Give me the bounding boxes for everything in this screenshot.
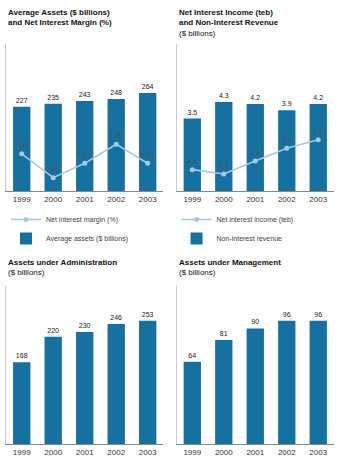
svg-text:1.95: 1.95 xyxy=(15,142,29,149)
svg-text:96: 96 xyxy=(314,311,322,318)
svg-text:Assets under Administration($: Assets under Administration($ billions) xyxy=(8,258,117,277)
svg-text:1.99: 1.99 xyxy=(109,132,123,139)
svg-text:4.2: 4.2 xyxy=(313,94,323,101)
svg-text:227: 227 xyxy=(16,97,28,104)
svg-text:90: 90 xyxy=(251,318,259,325)
svg-text:4.2: 4.2 xyxy=(250,94,260,101)
svg-text:Net Interest Income (teb)and N: Net Interest Income (teb)and Non-Interes… xyxy=(179,8,279,38)
svg-text:2001: 2001 xyxy=(246,448,264,457)
svg-text:2002: 2002 xyxy=(278,195,296,204)
svg-text:168: 168 xyxy=(16,352,28,359)
svg-text:96: 96 xyxy=(283,311,291,318)
svg-text:1.85: 1.85 xyxy=(46,166,60,173)
svg-text:2001: 2001 xyxy=(246,195,264,204)
svg-text:2000: 2000 xyxy=(215,448,233,457)
svg-text:1999: 1999 xyxy=(13,448,31,457)
svg-text:2001: 2001 xyxy=(76,448,94,457)
svg-text:4.4: 4.4 xyxy=(187,158,197,165)
svg-text:2000: 2000 xyxy=(215,195,233,204)
svg-text:1999: 1999 xyxy=(183,195,201,204)
svg-text:2002: 2002 xyxy=(107,448,125,457)
svg-text:Net interest income (teb): Net interest income (teb) xyxy=(217,216,294,224)
svg-text:Assets under Management($ bill: Assets under Management($ billions) xyxy=(179,258,281,277)
svg-text:81: 81 xyxy=(220,330,228,337)
svg-text:2003: 2003 xyxy=(309,448,327,457)
svg-text:1999: 1999 xyxy=(13,195,31,204)
svg-text:4.9: 4.9 xyxy=(282,136,292,143)
svg-text:3.9: 3.9 xyxy=(282,100,292,107)
svg-text:2002: 2002 xyxy=(278,448,296,457)
svg-text:2003: 2003 xyxy=(139,448,157,457)
svg-text:64: 64 xyxy=(188,352,196,359)
svg-text:230: 230 xyxy=(79,322,91,329)
svg-text:246: 246 xyxy=(110,314,122,321)
svg-text:248: 248 xyxy=(110,89,122,96)
svg-text:4.3: 4.3 xyxy=(219,162,229,169)
svg-text:253: 253 xyxy=(142,311,154,318)
svg-text:220: 220 xyxy=(47,327,59,334)
svg-text:2003: 2003 xyxy=(309,195,327,204)
svg-text:1.91: 1.91 xyxy=(78,151,92,158)
svg-text:3.5: 3.5 xyxy=(187,109,197,116)
svg-text:5.1: 5.1 xyxy=(313,128,323,135)
svg-text:Non-interest revenue: Non-interest revenue xyxy=(217,235,282,242)
svg-text:2003: 2003 xyxy=(139,195,157,204)
svg-text:1.91: 1.91 xyxy=(141,151,155,158)
svg-text:2001: 2001 xyxy=(76,195,94,204)
svg-text:Average Assets ($ billions)and: Average Assets ($ billions)and Net Inter… xyxy=(8,8,112,27)
svg-text:Net interest margin (%): Net interest margin (%) xyxy=(46,216,118,224)
svg-text:1999: 1999 xyxy=(183,448,201,457)
svg-text:2000: 2000 xyxy=(44,448,62,457)
svg-text:235: 235 xyxy=(47,94,59,101)
svg-text:Average assets ($ billions): Average assets ($ billions) xyxy=(46,235,128,243)
svg-text:4.3: 4.3 xyxy=(219,92,229,99)
svg-text:2000: 2000 xyxy=(44,195,62,204)
svg-text:4.6: 4.6 xyxy=(250,149,260,156)
svg-text:2002: 2002 xyxy=(107,195,125,204)
svg-text:243: 243 xyxy=(79,91,91,98)
svg-text:264: 264 xyxy=(142,83,154,90)
